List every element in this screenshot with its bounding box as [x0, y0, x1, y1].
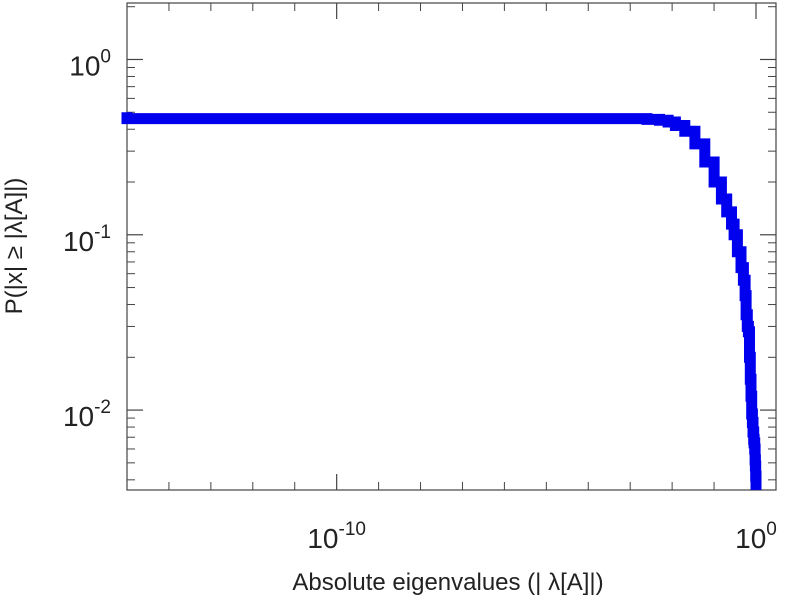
x-tick-label: 10-10: [307, 519, 366, 554]
minor-ticks: [126, 3, 776, 490]
y-tick-label: 10-1: [63, 222, 111, 257]
y-tick-label: 10-2: [63, 397, 111, 432]
tick-labels: 100 10-1 10-2 10-10 100: [63, 46, 777, 554]
plot-frame: [126, 2, 777, 491]
y-tick-label: 100: [69, 46, 111, 81]
y-axis-label: P(|x| ≥ |λ[A]|): [1, 178, 28, 315]
major-ticks: [127, 3, 776, 490]
x-axis-label: Absolute eigenvalues (| λ[A]|): [292, 569, 603, 596]
series-line-0: [121, 112, 762, 490]
x-tick-label: 100: [735, 519, 777, 554]
series-layer: [121, 112, 762, 490]
